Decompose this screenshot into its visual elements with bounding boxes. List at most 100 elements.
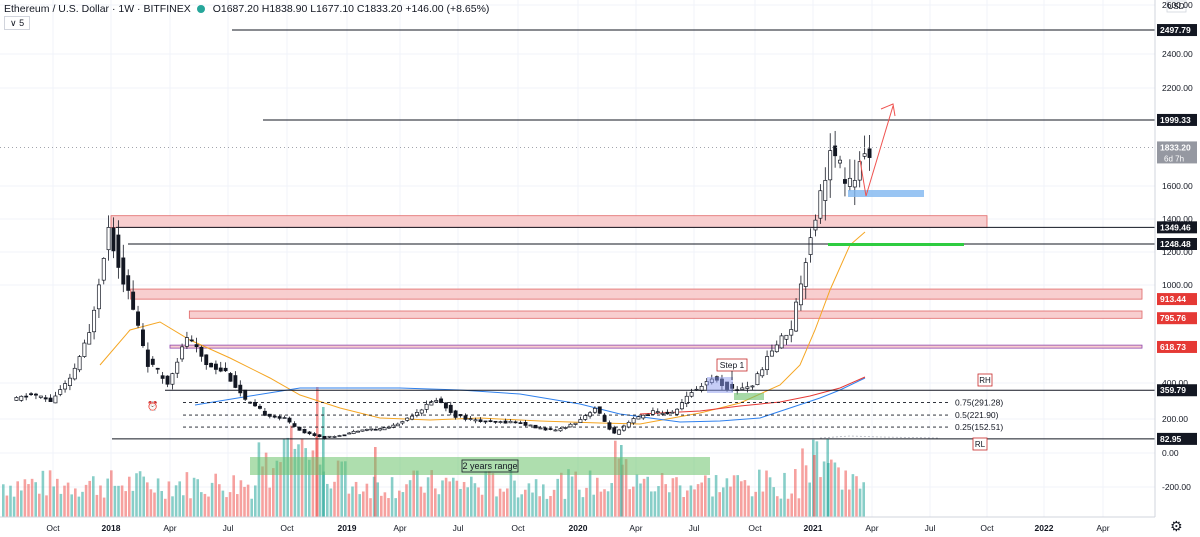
candle-down (597, 406, 602, 414)
candle-up (679, 402, 684, 410)
volume-bar (808, 482, 811, 517)
volume-bar (664, 484, 667, 517)
volume-bar (473, 483, 477, 517)
volume-bar (203, 493, 207, 517)
candle-up (823, 180, 828, 201)
price-tick-label: 2200.00 (1162, 83, 1193, 93)
indicator-collapse-badge[interactable]: ∨ 5 (4, 16, 31, 30)
candle-up (828, 150, 833, 181)
price-level-badge (1157, 24, 1197, 37)
candle-up (568, 423, 573, 428)
candle-down (292, 423, 297, 427)
volume-bar (351, 486, 354, 517)
volume-bar (635, 474, 639, 517)
time-tick-label: Apr (1096, 523, 1109, 533)
volume-bar (272, 468, 275, 517)
volume-bar (830, 459, 833, 517)
price-level-value: 1999.33 (1160, 115, 1191, 125)
range-high-frame (977, 373, 993, 387)
volume-bar (293, 448, 297, 517)
volume-bar (509, 469, 513, 517)
volume-bar (394, 498, 397, 517)
candle-up (573, 422, 578, 425)
candle-up (382, 427, 387, 431)
candles-layer (14, 130, 872, 440)
volume-bar (207, 496, 210, 517)
candle-up (755, 373, 760, 386)
volume-bar (747, 485, 750, 517)
volume-bar (516, 497, 520, 517)
currency-label: USD (1168, 2, 1185, 11)
time-axis[interactable]: Oct 2018 Apr Jul Oct 2019 Apr Jul Oct 2020 Apr Jul O… (0, 516, 1155, 537)
volume-bar (585, 487, 588, 517)
volume-bar (167, 481, 171, 517)
time-tick-label: Apr (393, 523, 406, 533)
candle-up (19, 395, 24, 401)
candle-up (689, 392, 694, 397)
volume-bar (300, 438, 304, 517)
price-tick-label: 400.00 (1162, 378, 1188, 388)
candle-up (852, 180, 857, 188)
candle-down (223, 367, 228, 372)
candle-down (160, 375, 165, 379)
volume-bar (642, 478, 646, 517)
candle-down (322, 435, 327, 439)
volume-bar (815, 441, 819, 517)
symbol-title[interactable]: Ethereum / U.S. Dollar · 1W · BITFINEX (4, 3, 191, 15)
resistance-zone (130, 288, 1143, 300)
candle-down (228, 373, 233, 382)
volume-bar (484, 471, 487, 517)
volume-spike (813, 455, 816, 517)
volume-bar (250, 498, 253, 517)
volume-bar (653, 491, 657, 517)
candle-up (332, 436, 337, 438)
volume-bar (624, 459, 628, 517)
candle-up (592, 407, 597, 413)
candle-up (77, 356, 82, 371)
candle-down (548, 428, 553, 430)
candle-up (38, 395, 43, 398)
candle-down (478, 419, 483, 422)
volume-bar (743, 480, 747, 517)
overlay-layer: 0.75(291.28) 0.5(221.90) 0.25(152.51) Step … (0, 29, 1155, 451)
candle-down (307, 431, 312, 435)
volume-bar (437, 494, 441, 517)
volume-bar (851, 474, 855, 517)
volume-bar (560, 472, 563, 517)
price-level-badge (1157, 238, 1197, 251)
step-zone-green (734, 393, 764, 400)
volume-bar (286, 437, 289, 517)
price-tick-label: 0.00 (1162, 448, 1179, 458)
candle-down (33, 393, 38, 396)
volume-bar (214, 473, 217, 517)
volume-bar (549, 496, 552, 517)
candle-down (238, 384, 243, 394)
market-open-icon (196, 5, 205, 13)
volume-bar (491, 473, 495, 517)
volume-bar (689, 485, 693, 517)
volume-bar (362, 491, 365, 517)
volume-bar (84, 484, 88, 517)
candle-up (400, 421, 405, 424)
volume-bar (383, 492, 387, 517)
candle-up (87, 332, 92, 345)
volume-bar (30, 478, 34, 517)
candle-up (395, 423, 400, 427)
volume-bar (459, 488, 462, 517)
candle-up (563, 427, 568, 429)
volume-bar (48, 470, 52, 517)
time-tick-label: 2022 (1035, 523, 1054, 533)
volume-bar (470, 476, 473, 517)
settings-icon[interactable]: ⚙ (1170, 518, 1183, 534)
volume-bar (347, 493, 351, 517)
volume-bar (401, 492, 405, 517)
candle-down (116, 234, 121, 268)
volume-bar (668, 492, 671, 517)
volume-bar (520, 494, 523, 517)
moving-average-dashed (819, 435, 941, 439)
volume-bar (506, 488, 509, 517)
candle-down (277, 416, 282, 419)
